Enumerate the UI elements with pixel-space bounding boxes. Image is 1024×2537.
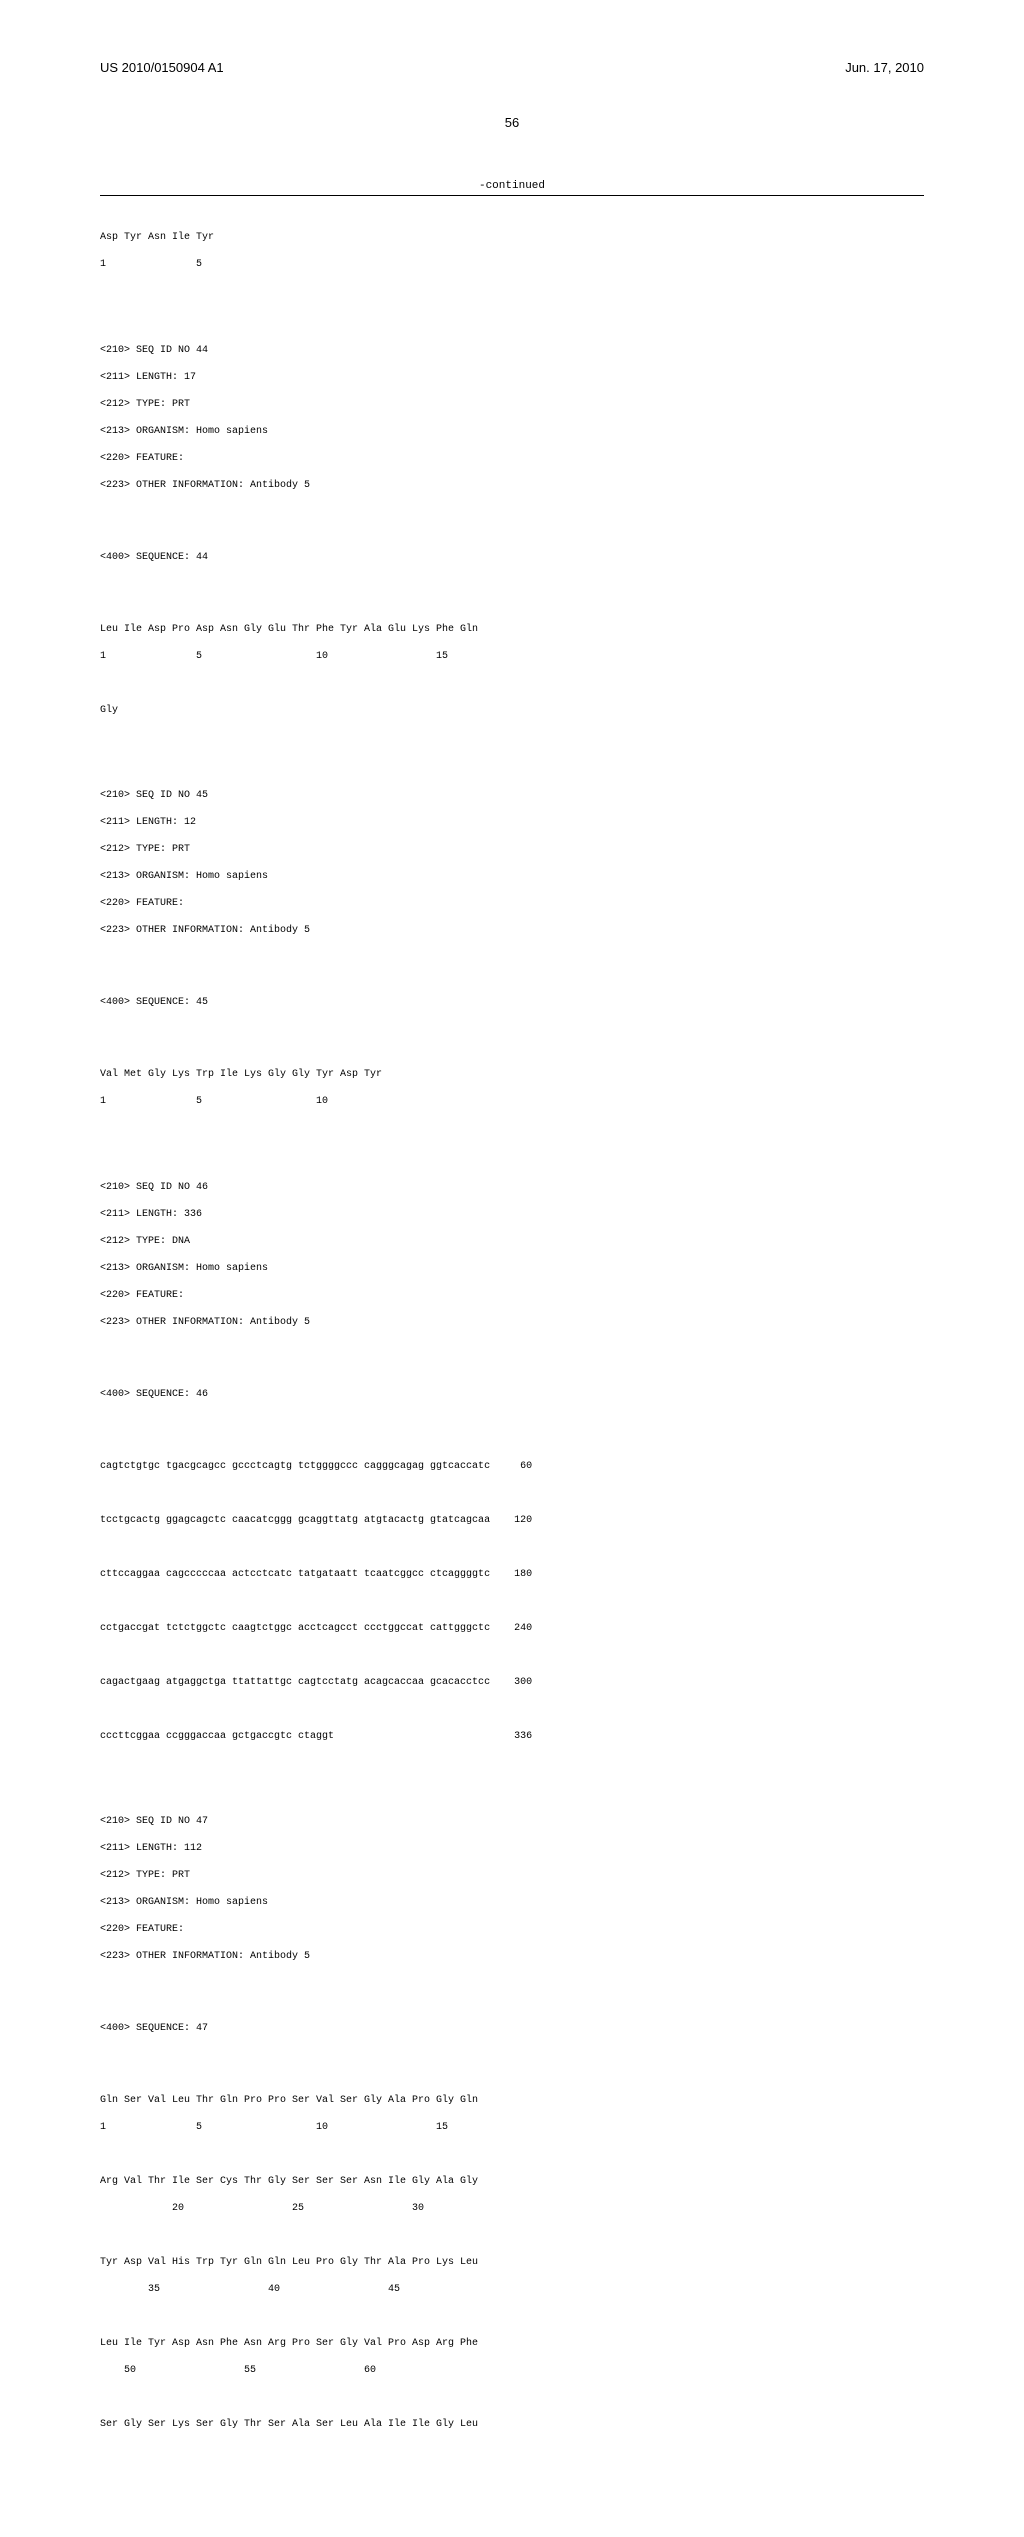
seq-header: <213> ORGANISM: Homo sapiens xyxy=(100,1262,924,1276)
seq-header: <210> SEQ ID NO 46 xyxy=(100,1181,924,1195)
seq-header: <223> OTHER INFORMATION: Antibody 5 xyxy=(100,924,924,938)
dna-line: tcctgcactg ggagcagctc caacatcggg gcaggtt… xyxy=(100,1514,924,1528)
sequence-listing: Asp Tyr Asn Ile Tyr 1 5 <210> SEQ ID NO … xyxy=(100,204,924,2477)
seq-header: <210> SEQ ID NO 44 xyxy=(100,344,924,358)
seq-pos: 50 55 60 xyxy=(100,2364,924,2378)
seq-line: Arg Val Thr Ile Ser Cys Thr Gly Ser Ser … xyxy=(100,2175,924,2189)
seq-header: <212> TYPE: DNA xyxy=(100,1235,924,1249)
publication-date: Jun. 17, 2010 xyxy=(845,60,924,75)
seq-header: <220> FEATURE: xyxy=(100,1923,924,1937)
dna-line: cccttcggaa ccgggaccaa gctgaccgtc ctaggt … xyxy=(100,1730,924,1744)
seq-label: <400> SEQUENCE: 46 xyxy=(100,1388,924,1402)
seq-header: <213> ORGANISM: Homo sapiens xyxy=(100,870,924,884)
seq-header: <220> FEATURE: xyxy=(100,897,924,911)
seq-header: <211> LENGTH: 12 xyxy=(100,816,924,830)
seq-header: <213> ORGANISM: Homo sapiens xyxy=(100,425,924,439)
divider xyxy=(100,195,924,196)
seq-header: <210> SEQ ID NO 45 xyxy=(100,789,924,803)
seq-header: <211> LENGTH: 112 xyxy=(100,1842,924,1856)
seq-header: <210> SEQ ID NO 47 xyxy=(100,1815,924,1829)
seq-header: <223> OTHER INFORMATION: Antibody 5 xyxy=(100,479,924,493)
seq-label: <400> SEQUENCE: 44 xyxy=(100,551,924,565)
seq-pos: 1 5 10 15 xyxy=(100,650,924,664)
seq-pos: 1 5 xyxy=(100,258,924,272)
seq-line: Asp Tyr Asn Ile Tyr xyxy=(100,231,924,245)
seq-line: Tyr Asp Val His Trp Tyr Gln Gln Leu Pro … xyxy=(100,2256,924,2270)
seq-line: Leu Ile Tyr Asp Asn Phe Asn Arg Pro Ser … xyxy=(100,2337,924,2351)
publication-number: US 2010/0150904 A1 xyxy=(100,60,224,75)
dna-line: cttccaggaa cagcccccaa actcctcatc tatgata… xyxy=(100,1568,924,1582)
seq-header: <220> FEATURE: xyxy=(100,452,924,466)
seq-pos: 1 5 10 xyxy=(100,1095,924,1109)
seq-label: <400> SEQUENCE: 47 xyxy=(100,2022,924,2036)
seq-line: Leu Ile Asp Pro Asp Asn Gly Glu Thr Phe … xyxy=(100,623,924,637)
page-number: 56 xyxy=(100,115,924,130)
seq-header: <211> LENGTH: 17 xyxy=(100,371,924,385)
seq-header: <220> FEATURE: xyxy=(100,1289,924,1303)
seq-header: <223> OTHER INFORMATION: Antibody 5 xyxy=(100,1316,924,1330)
seq-header: <212> TYPE: PRT xyxy=(100,843,924,857)
seq-header: <213> ORGANISM: Homo sapiens xyxy=(100,1896,924,1910)
dna-line: cagtctgtgc tgacgcagcc gccctcagtg tctgggg… xyxy=(100,1460,924,1474)
seq-line: Gln Ser Val Leu Thr Gln Pro Pro Ser Val … xyxy=(100,2094,924,2108)
seq-header: <223> OTHER INFORMATION: Antibody 5 xyxy=(100,1950,924,1964)
seq-line: Gly xyxy=(100,704,924,718)
dna-line: cagactgaag atgaggctga ttattattgc cagtcct… xyxy=(100,1676,924,1690)
seq-pos: 20 25 30 xyxy=(100,2202,924,2216)
seq-header: <212> TYPE: PRT xyxy=(100,1869,924,1883)
seq-header: <211> LENGTH: 336 xyxy=(100,1208,924,1222)
seq-pos: 35 40 45 xyxy=(100,2283,924,2297)
seq-pos: 1 5 10 15 xyxy=(100,2121,924,2135)
seq-line: Val Met Gly Lys Trp Ile Lys Gly Gly Tyr … xyxy=(100,1068,924,1082)
page-header: US 2010/0150904 A1 Jun. 17, 2010 xyxy=(100,60,924,75)
seq-header: <212> TYPE: PRT xyxy=(100,398,924,412)
dna-line: cctgaccgat tctctggctc caagtctggc acctcag… xyxy=(100,1622,924,1636)
seq-line: Ser Gly Ser Lys Ser Gly Thr Ser Ala Ser … xyxy=(100,2418,924,2432)
seq-label: <400> SEQUENCE: 45 xyxy=(100,996,924,1010)
continued-label: -continued xyxy=(100,180,924,192)
